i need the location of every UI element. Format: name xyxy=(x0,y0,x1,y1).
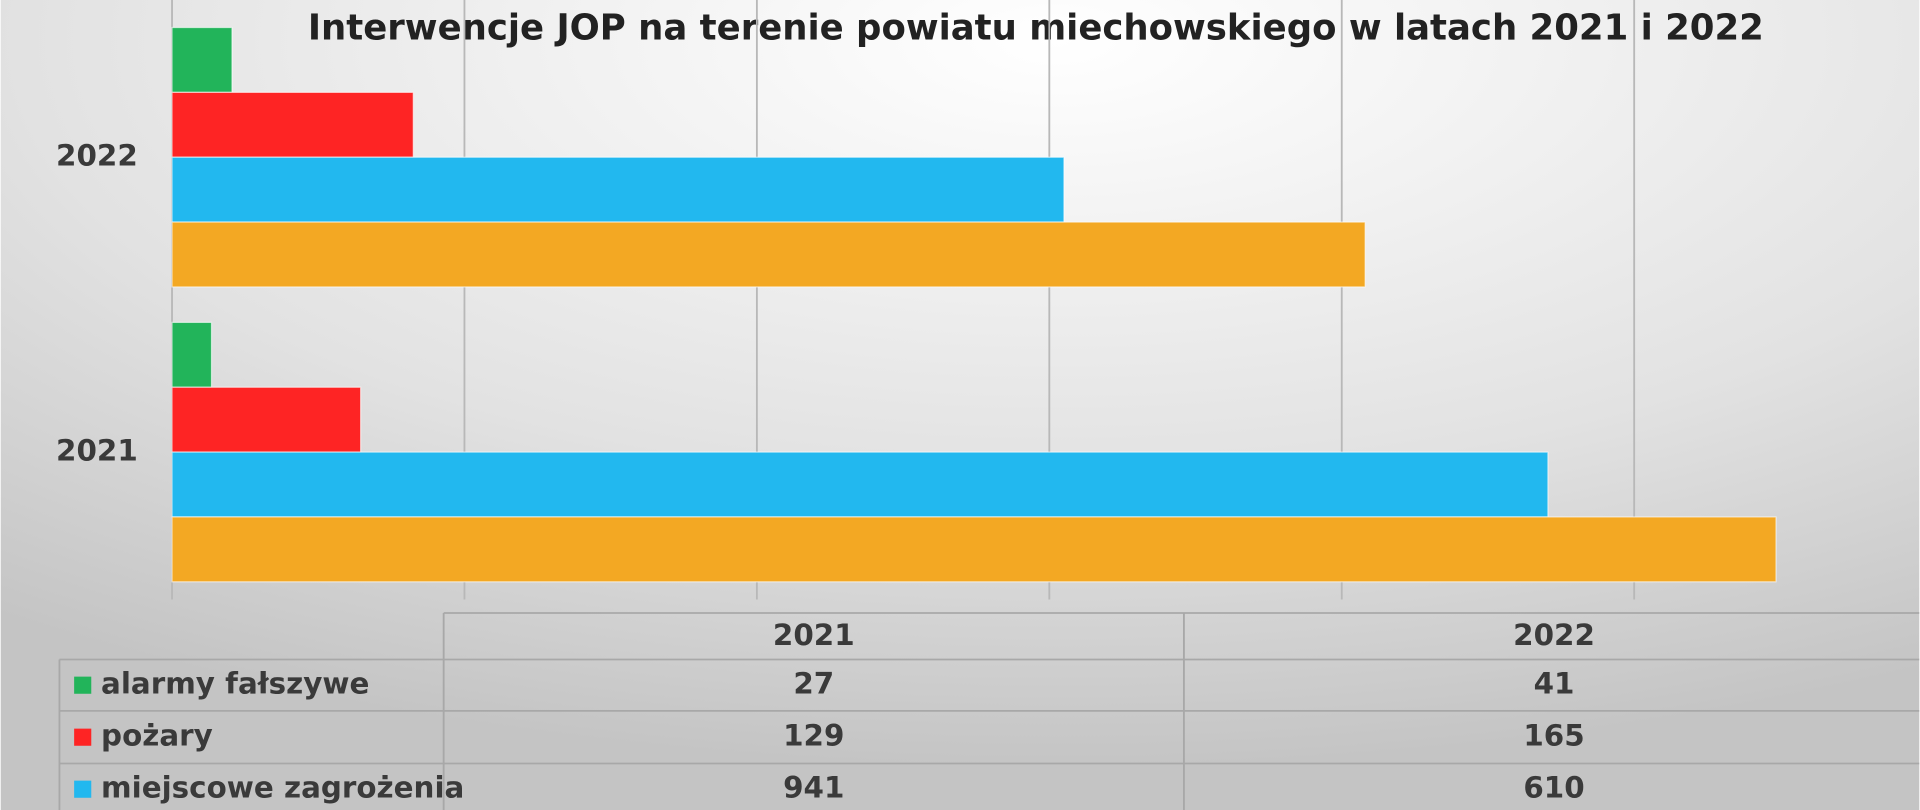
table-value: 165 xyxy=(1523,719,1584,753)
table-value: 129 xyxy=(783,719,844,753)
bar xyxy=(171,451,1549,518)
bar xyxy=(171,26,233,93)
table-value: 27 xyxy=(793,667,834,701)
table-header: 2021 xyxy=(773,618,855,652)
bar xyxy=(171,221,1366,288)
table-value: 941 xyxy=(783,771,844,805)
bar xyxy=(171,156,1065,223)
legend-swatch xyxy=(74,728,92,746)
legend-label: pożary xyxy=(101,719,213,753)
table-header: 2022 xyxy=(1513,618,1595,652)
chart-title: Interwencje JOP na terenie powiatu miech… xyxy=(308,7,1764,48)
bar xyxy=(171,91,414,158)
bar xyxy=(171,321,213,388)
bar xyxy=(171,386,362,453)
y-tick-label: 2021 xyxy=(56,434,138,468)
bar xyxy=(171,516,1777,583)
legend-swatch xyxy=(74,676,92,694)
legend-label: alarmy fałszywe xyxy=(101,667,369,701)
table-value: 610 xyxy=(1523,771,1584,805)
legend-label: miejscowe zagrożenia xyxy=(101,771,464,805)
table-value: 41 xyxy=(1534,667,1575,701)
y-tick-label: 2022 xyxy=(56,139,138,173)
legend-swatch xyxy=(74,780,92,798)
